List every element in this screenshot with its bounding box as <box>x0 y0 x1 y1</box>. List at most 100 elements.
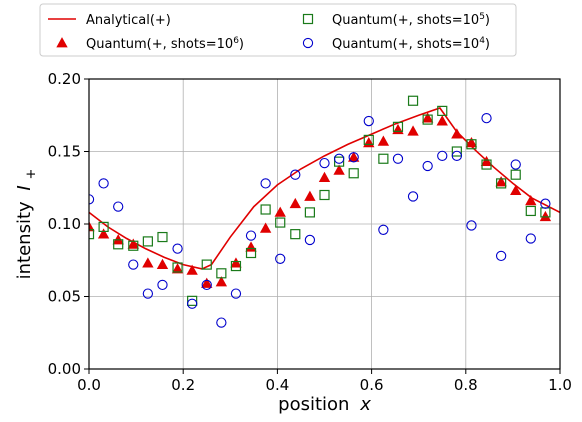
marker-square <box>128 240 139 251</box>
marker-circle <box>422 160 433 172</box>
marker-triangle <box>333 164 345 175</box>
marker-circle <box>260 178 271 189</box>
y-tick-label: 0.10 <box>48 215 81 233</box>
marker-circle <box>98 178 109 189</box>
marker-circle <box>290 169 301 180</box>
legend-box <box>39 3 517 57</box>
marker-circle <box>128 259 139 270</box>
marker-square <box>496 178 507 189</box>
marker-triangle <box>480 155 493 167</box>
marker-circle <box>407 191 419 202</box>
marker-circle <box>172 243 183 254</box>
marker-triangle <box>97 228 110 239</box>
series-circle <box>89 113 551 328</box>
marker-square <box>451 146 462 157</box>
marker-square <box>89 229 95 240</box>
marker-circle <box>495 250 507 262</box>
legend: Analytical(+)Quantum(+, shots=106)Quantu… <box>39 3 517 57</box>
y-axis-label-text: intensity <box>14 201 35 279</box>
marker-triangle <box>201 277 213 288</box>
marker-triangle <box>259 222 272 233</box>
marker-square <box>363 134 374 145</box>
y-tick-label: 0.15 <box>48 143 81 161</box>
plot-area <box>89 95 560 328</box>
marker-square <box>216 268 227 279</box>
legend-label-post: ) <box>239 37 244 52</box>
marker-circle <box>216 317 227 328</box>
marker-triangle <box>392 123 404 135</box>
x-tick-label: 0.6 <box>360 376 384 394</box>
marker-circle <box>466 220 477 231</box>
marker-triangle <box>127 238 139 249</box>
marker-square <box>348 168 359 179</box>
marker-square <box>113 239 124 250</box>
marker-square <box>98 221 109 232</box>
marker-triangle <box>156 258 169 270</box>
marker-square <box>466 139 477 150</box>
marker-triangle <box>465 136 478 148</box>
x-axis-label-var: x <box>359 394 371 415</box>
marker-square <box>510 169 521 180</box>
marker-circle <box>437 150 448 161</box>
marker-square <box>437 105 448 117</box>
legend-swatch-triangle <box>56 37 68 48</box>
legend-label-sup: 5 <box>479 12 485 22</box>
axis-ticks: 0.0 0.2 0.4 0.6 0.8 1.0 0.00 0.05 0.10 0.15 0.20 <box>48 70 572 394</box>
marker-circle <box>245 230 257 241</box>
marker-triangle <box>171 263 184 274</box>
y-axis-label-sub: + <box>24 169 39 180</box>
series-triangle <box>89 112 552 288</box>
marker-circle <box>157 279 168 291</box>
marker-circle <box>113 201 124 212</box>
marker-triangle <box>525 194 537 206</box>
legend-label-text: Quantum(+, shots=10 <box>332 37 479 52</box>
marker-circle <box>319 157 330 169</box>
legend-label-post: ) <box>485 13 490 28</box>
y-tick-label: 0.05 <box>48 288 81 306</box>
legend-label-post: ) <box>485 37 490 52</box>
x-tick-label: 0.2 <box>171 376 195 394</box>
marker-triangle <box>421 112 434 123</box>
marker-triangle <box>318 171 331 183</box>
marker-square <box>201 259 212 270</box>
series-square <box>89 95 551 306</box>
legend-label-text: Quantum(+, shots=10 <box>332 13 479 28</box>
marker-square <box>142 236 153 247</box>
marker-circle <box>525 233 536 244</box>
marker-circle <box>142 288 154 299</box>
marker-circle <box>230 288 242 299</box>
marker-square <box>334 156 345 167</box>
legend-label: Quantum(+, shots=106) <box>86 36 244 52</box>
marker-circle <box>510 159 521 170</box>
marker-circle <box>275 253 286 264</box>
marker-circle <box>481 113 492 124</box>
marker-circle <box>304 234 316 246</box>
marker-circle <box>201 279 212 291</box>
legend-label: Quantum(+, shots=104) <box>332 36 490 52</box>
marker-square <box>378 153 389 164</box>
y-tick-label: 0.00 <box>48 360 81 378</box>
marker-square <box>157 231 168 243</box>
legend-label-sup: 4 <box>479 36 485 46</box>
marker-triangle <box>377 135 390 146</box>
marker-triangle <box>348 151 360 162</box>
marker-square <box>245 247 257 259</box>
marker-triangle <box>451 128 463 139</box>
marker-triangle <box>274 206 286 217</box>
marker-circle <box>186 298 198 309</box>
marker-triangle <box>245 241 257 252</box>
marker-triangle <box>142 257 154 268</box>
x-tick-label: 1.0 <box>548 376 572 394</box>
legend-label-text: Quantum(+, shots=10 <box>86 37 233 52</box>
marker-square <box>187 295 198 306</box>
x-tick-label: 0.8 <box>454 376 478 394</box>
marker-square <box>319 189 330 201</box>
marker-circle <box>392 153 404 164</box>
marker-triangle <box>407 125 419 136</box>
legend-label: Quantum(+, shots=105) <box>332 12 490 28</box>
marker-square <box>525 205 536 217</box>
y-axis-label: intensity I + <box>14 169 39 280</box>
y-tick-label: 0.20 <box>48 70 81 88</box>
x-tick-label: 0.4 <box>265 376 289 394</box>
